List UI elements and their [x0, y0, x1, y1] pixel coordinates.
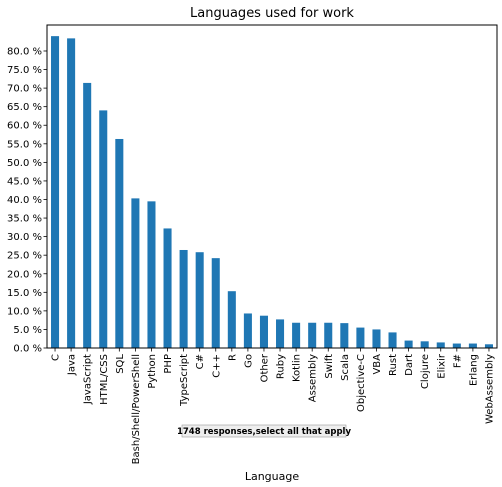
x-tick-label: TypeScript [179, 354, 190, 407]
x-tick-label: PHP [163, 354, 174, 374]
x-tick-label: Clojure [420, 354, 431, 389]
x-tick-label: HTML/CSS [99, 354, 110, 405]
x-tick-label: Assembly [308, 354, 319, 402]
bar-erlang [468, 343, 477, 348]
x-tick-label: C [51, 354, 62, 361]
bar-c [51, 36, 60, 348]
bar-php [163, 228, 172, 348]
y-tick-label: 20.0 % [7, 269, 42, 280]
x-tick-label: C++ [211, 354, 222, 378]
x-tick-label: Scala [340, 354, 351, 381]
y-tick-label: 10.0 % [7, 306, 42, 317]
bar-webassembly [484, 344, 493, 348]
bar-scala [340, 323, 349, 348]
bar-sql [115, 138, 124, 348]
bar-assembly [308, 322, 317, 348]
y-tick-label: 50.0 % [7, 158, 42, 169]
y-axis: 0.0 % 5.0 % 10.0 % 15.0 % 20.0 % 25.0 % 30.0 %… [7, 46, 47, 355]
x-tick-label: Ruby [276, 354, 287, 379]
y-tick-label: 25.0 % [7, 251, 42, 262]
x-tick-label: VBA [372, 354, 383, 375]
y-tick-label: 55.0 % [7, 139, 42, 150]
x-tick-label: Dart [404, 354, 415, 376]
x-tick-label: Bash/Shell/PowerShell [131, 354, 142, 464]
plot-frame [46, 24, 498, 349]
x-tick-label: SQL [115, 354, 126, 374]
bar-f- [452, 343, 461, 348]
x-axis-label: Language [245, 470, 300, 483]
x-tick-label: Kotlin [292, 354, 303, 382]
y-tick-label: 80.0 % [7, 46, 42, 57]
x-tick-label: F# [452, 354, 463, 368]
bar-kotlin [292, 322, 301, 348]
y-tick-label: 60.0 % [7, 121, 42, 132]
x-tick-label: Python [147, 354, 158, 389]
y-tick-label: 5.0 % [13, 325, 42, 336]
y-tick-label: 70.0 % [7, 84, 42, 95]
x-tick-label: Elixir [436, 353, 447, 379]
x-tick-label: C# [195, 354, 206, 369]
x-tick-label: Swift [324, 354, 335, 379]
responses-note: 1748 responses,select all that apply [177, 427, 351, 437]
bar-c- [211, 258, 220, 348]
bar-elixir [436, 342, 445, 348]
bar-dart [404, 340, 413, 348]
bar-typescript [179, 249, 188, 348]
bars-layer [51, 36, 493, 349]
bar-r [227, 291, 236, 348]
y-tick-label: 0.0 % [13, 344, 42, 355]
bar-rust [388, 332, 397, 348]
bar-bash-shell-powershell [131, 198, 140, 348]
x-tick-label: Other [259, 353, 270, 382]
bar-python [147, 201, 156, 348]
y-tick-label: 65.0 % [7, 102, 42, 113]
chart-title: Languages used for work [190, 6, 354, 21]
bar-go [243, 313, 252, 348]
bar-objective-c [356, 327, 365, 348]
x-tick-label: Objective-C [356, 354, 367, 412]
y-tick-label: 40.0 % [7, 195, 42, 206]
x-tick-label: Rust [388, 354, 399, 376]
bar-html-css [99, 110, 108, 348]
bar-clojure [420, 341, 429, 348]
bar-c- [195, 252, 204, 348]
x-tick-label: Java [67, 354, 78, 376]
x-tick-label: WebAssembly [484, 354, 495, 424]
y-tick-label: 75.0 % [7, 65, 42, 76]
x-axis: C Java JavaScript HTML/CSS SQL Bash/Shell/Pow… [51, 348, 495, 464]
bar-java [67, 38, 76, 349]
x-tick-label: R [227, 354, 238, 361]
annotation-box [181, 424, 347, 438]
bar-other [259, 315, 268, 348]
bar-swift [324, 322, 333, 348]
y-tick-label: 30.0 % [7, 232, 42, 243]
x-tick-label: JavaScript [83, 354, 94, 405]
y-tick-label: 35.0 % [7, 214, 42, 225]
bar-javascript [83, 82, 92, 349]
bar-vba [372, 329, 381, 348]
x-tick-label: Go [243, 354, 254, 368]
bar-ruby [276, 319, 285, 348]
y-tick-label: 15.0 % [7, 288, 42, 299]
x-tick-label: Erlang [468, 354, 479, 386]
y-tick-label: 45.0 % [7, 176, 42, 187]
